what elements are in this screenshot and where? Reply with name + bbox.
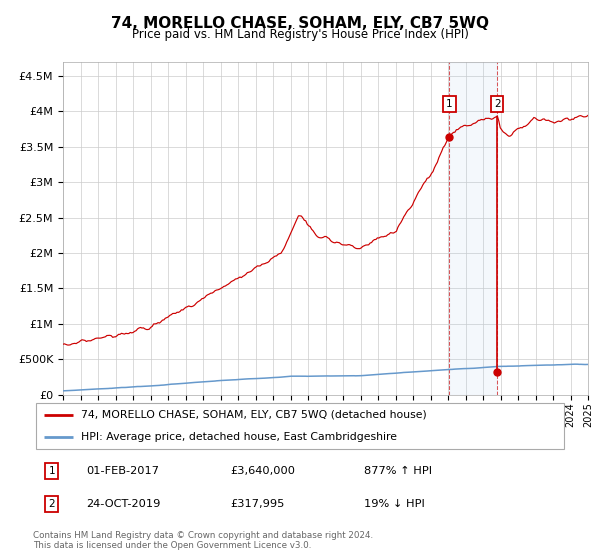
Text: This data is licensed under the Open Government Licence v3.0.: This data is licensed under the Open Gov… [33, 541, 311, 550]
Text: 19% ↓ HPI: 19% ↓ HPI [364, 499, 425, 509]
Text: 24-OCT-2019: 24-OCT-2019 [86, 499, 161, 509]
Text: 74, MORELLO CHASE, SOHAM, ELY, CB7 5WQ (detached house): 74, MORELLO CHASE, SOHAM, ELY, CB7 5WQ (… [81, 410, 427, 420]
Text: £317,995: £317,995 [230, 499, 285, 509]
Text: HPI: Average price, detached house, East Cambridgeshire: HPI: Average price, detached house, East… [81, 432, 397, 442]
Text: 1: 1 [446, 99, 453, 109]
FancyBboxPatch shape [35, 403, 564, 449]
Text: £3,640,000: £3,640,000 [230, 466, 296, 476]
Text: Contains HM Land Registry data © Crown copyright and database right 2024.: Contains HM Land Registry data © Crown c… [33, 531, 373, 540]
Bar [449, 62, 497, 395]
Text: 1: 1 [49, 466, 55, 476]
Text: 2: 2 [49, 499, 55, 509]
Text: Price paid vs. HM Land Registry's House Price Index (HPI): Price paid vs. HM Land Registry's House … [131, 28, 469, 41]
Text: 01-FEB-2017: 01-FEB-2017 [86, 466, 160, 476]
Text: 877% ↑ HPI: 877% ↑ HPI [364, 466, 432, 476]
Text: 74, MORELLO CHASE, SOHAM, ELY, CB7 5WQ: 74, MORELLO CHASE, SOHAM, ELY, CB7 5WQ [111, 16, 489, 31]
Text: 2: 2 [494, 99, 500, 109]
